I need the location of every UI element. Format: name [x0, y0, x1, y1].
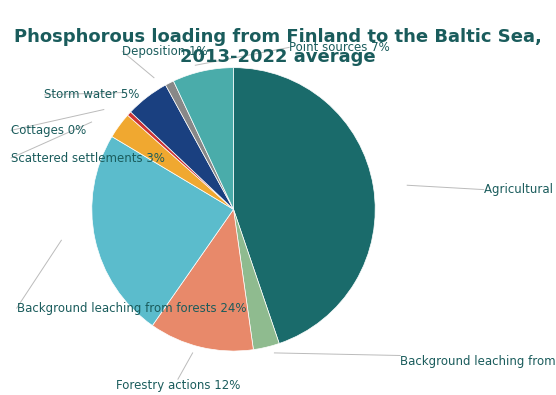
- Wedge shape: [128, 112, 234, 209]
- Text: Deposition 1%: Deposition 1%: [122, 45, 208, 58]
- Wedge shape: [173, 68, 234, 209]
- Wedge shape: [112, 115, 234, 209]
- Wedge shape: [166, 81, 234, 209]
- Text: Cottages 0%: Cottages 0%: [11, 124, 86, 137]
- Wedge shape: [92, 137, 234, 325]
- Text: Phosphorous loading from Finland to the Baltic Sea,
2013-2022 average: Phosphorous loading from Finland to the …: [14, 28, 542, 66]
- Text: Background leaching from forests 24%: Background leaching from forests 24%: [17, 302, 246, 314]
- Text: Agricultural leaching 45%: Agricultural leaching 45%: [484, 183, 556, 196]
- Wedge shape: [152, 209, 254, 351]
- Text: Background leaching from agricultural fields 3%: Background leaching from agricultural fi…: [400, 356, 556, 369]
- Text: Forestry actions 12%: Forestry actions 12%: [116, 379, 240, 392]
- Text: Scattered settlements 3%: Scattered settlements 3%: [11, 152, 165, 164]
- Text: Storm water 5%: Storm water 5%: [44, 88, 140, 101]
- Text: Point sources 7%: Point sources 7%: [289, 41, 390, 54]
- Wedge shape: [131, 85, 234, 209]
- Wedge shape: [234, 209, 279, 350]
- Wedge shape: [234, 68, 375, 344]
